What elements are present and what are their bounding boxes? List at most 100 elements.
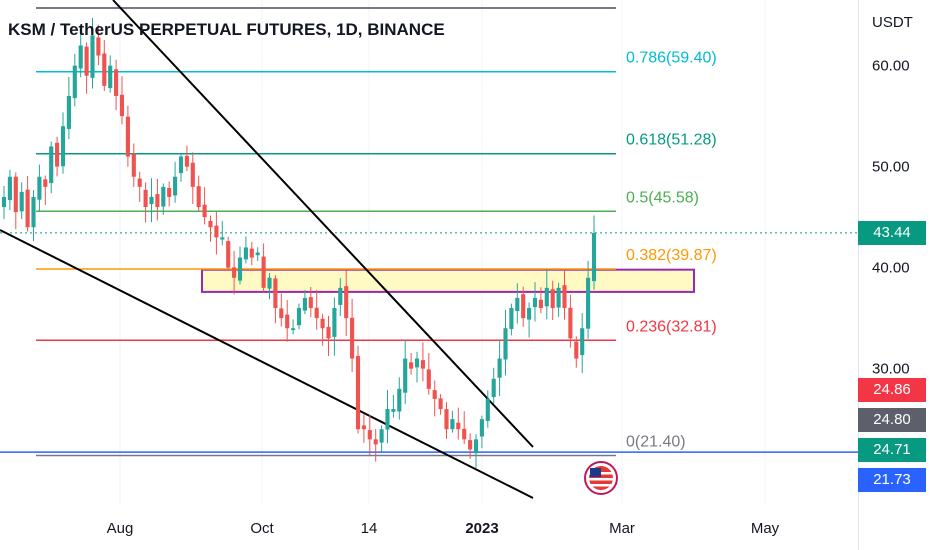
candle-body bbox=[208, 220, 213, 228]
candle-body bbox=[509, 308, 514, 329]
candle-body bbox=[409, 362, 414, 369]
candle-body bbox=[25, 189, 30, 228]
fib-label: 0.5(45.58) bbox=[626, 189, 699, 206]
trendline-lower bbox=[0, 229, 534, 499]
candle-body bbox=[444, 409, 449, 430]
y-tick-label: 50.00 bbox=[872, 159, 910, 176]
flag-stripe bbox=[589, 484, 613, 487]
candle-body bbox=[249, 248, 254, 258]
fib-label: 0(21.40) bbox=[626, 434, 686, 451]
fibonacci-layer: 0.786(59.40) 0.618(51.28) 0.5(45.58) 0.382(… bbox=[36, 7, 717, 457]
x-tick-label: 2023 bbox=[465, 520, 498, 537]
fib-label: 0.786(59.40) bbox=[626, 50, 717, 67]
candle-body bbox=[350, 317, 355, 359]
candle-body bbox=[314, 307, 319, 319]
candle-body bbox=[173, 176, 178, 196]
chart-title: KSM / TetherUS PERPETUAL FUTURES, 1D, BI… bbox=[8, 20, 445, 39]
last-price-badge: 43.44 bbox=[858, 221, 926, 245]
candle-body bbox=[426, 369, 431, 389]
candle-body bbox=[220, 237, 225, 240]
candle-body bbox=[462, 428, 467, 440]
candle-body bbox=[243, 247, 248, 260]
candle-body bbox=[102, 53, 107, 86]
candle-body bbox=[373, 439, 378, 445]
candle-body bbox=[403, 358, 408, 393]
candle-body bbox=[397, 388, 402, 412]
candle-body bbox=[261, 256, 266, 288]
candle-body bbox=[491, 378, 496, 398]
candle-body bbox=[414, 358, 420, 368]
candle-body bbox=[43, 179, 48, 187]
candles-layer bbox=[1, 18, 597, 469]
candle-body bbox=[391, 409, 396, 412]
candle-body bbox=[37, 176, 42, 200]
candle-body bbox=[468, 440, 473, 450]
candle-body bbox=[432, 390, 437, 399]
candle-body bbox=[574, 341, 579, 359]
price-badge: 24.71 bbox=[858, 438, 926, 462]
candle-body bbox=[161, 186, 166, 207]
candle-body bbox=[586, 277, 591, 329]
x-tick-label: May bbox=[751, 520, 780, 537]
candle-body bbox=[591, 232, 597, 282]
candle-body bbox=[155, 194, 160, 208]
flag-canton bbox=[590, 468, 601, 477]
flag-stripe bbox=[589, 478, 613, 481]
candle-body bbox=[13, 176, 18, 213]
candle-body bbox=[527, 308, 532, 320]
candle-body bbox=[538, 299, 543, 309]
x-tick-label: Mar bbox=[609, 520, 635, 537]
candle-body bbox=[214, 225, 219, 238]
price-badge: 24.80 bbox=[858, 408, 926, 432]
candle-body bbox=[178, 156, 184, 174]
candle-body bbox=[285, 314, 290, 329]
x-tick-label: 14 bbox=[361, 520, 378, 537]
candle-body bbox=[78, 45, 83, 69]
candle-body bbox=[1, 196, 7, 208]
price-badge: 21.73 bbox=[858, 468, 926, 492]
candle-body bbox=[226, 241, 231, 268]
candle-body bbox=[66, 95, 71, 129]
candle-body bbox=[184, 155, 189, 167]
candle-body bbox=[344, 286, 349, 319]
candle-body bbox=[196, 186, 201, 208]
candle-body bbox=[7, 176, 12, 201]
candle-body bbox=[267, 277, 272, 289]
candle-body bbox=[332, 308, 337, 337]
candle-body bbox=[450, 419, 455, 430]
candle-body bbox=[326, 326, 331, 339]
candle-body bbox=[420, 360, 425, 369]
candle-body bbox=[479, 419, 484, 437]
candle-body bbox=[497, 358, 502, 378]
axis-layer: USDT 60.00 50.00 40.00 30.00 Aug Oct 14 2023 Mar M… bbox=[107, 0, 913, 550]
candle-body bbox=[131, 153, 136, 177]
candle-body bbox=[515, 297, 520, 312]
trendline-upper bbox=[112, 0, 534, 448]
candle-body bbox=[31, 196, 36, 228]
candle-body bbox=[273, 278, 278, 309]
y-axis-unit: USDT bbox=[872, 14, 913, 31]
flag-icon[interactable] bbox=[584, 461, 618, 495]
candle-body bbox=[438, 398, 443, 410]
candle-body bbox=[338, 287, 343, 305]
candle-body bbox=[232, 267, 237, 278]
candle-body bbox=[202, 204, 207, 218]
candle-body bbox=[503, 328, 508, 360]
candle-body bbox=[361, 425, 366, 430]
candle-body bbox=[291, 328, 296, 331]
y-tick-label: 40.00 bbox=[872, 260, 910, 277]
candle-body bbox=[60, 126, 66, 167]
candle-body bbox=[308, 297, 313, 309]
candle-body bbox=[568, 307, 573, 339]
trendline-layer bbox=[0, 0, 858, 499]
candle-body bbox=[521, 294, 526, 319]
candle-body bbox=[49, 146, 54, 184]
candle-body bbox=[125, 116, 130, 157]
candle-body bbox=[96, 37, 101, 56]
candle-body bbox=[544, 287, 549, 307]
candle-body bbox=[367, 430, 372, 440]
candle-body bbox=[302, 297, 307, 311]
candle-body bbox=[84, 46, 89, 76]
price-badge: 24.86 bbox=[858, 378, 926, 402]
candle-body bbox=[114, 69, 119, 96]
